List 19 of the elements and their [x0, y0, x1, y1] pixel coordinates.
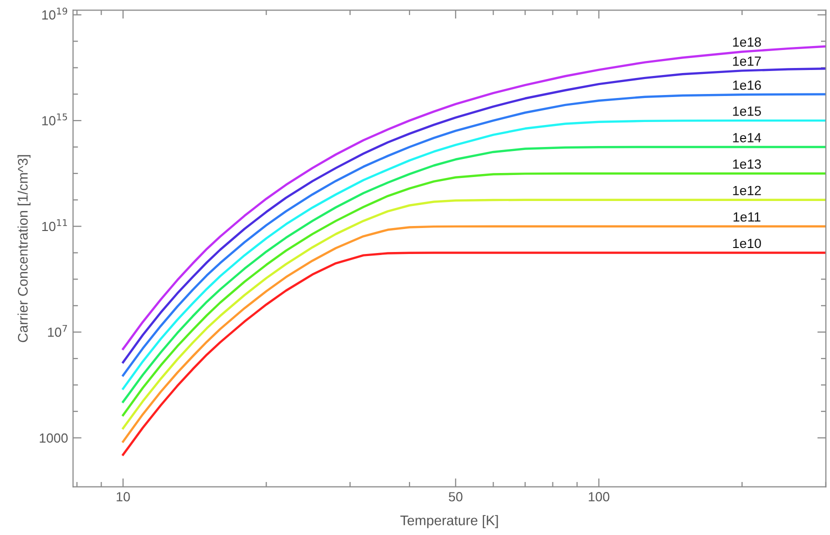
series-label: 1e14 — [733, 133, 762, 142]
series-label: 1e13 — [733, 159, 761, 169]
series-label: 1e11 — [734, 212, 760, 222]
series-label: 1e18 — [733, 37, 761, 47]
y-tick-label: 10$^{19}$ — [42, 8, 68, 20]
x-tick-label: 100 — [588, 492, 610, 502]
x-tick-label: 50 — [448, 492, 462, 502]
y-tick-label: 10$^{7}$ — [48, 324, 67, 337]
series-label: 1e16 — [733, 80, 761, 90]
y-tick-label: 1000 — [40, 433, 68, 443]
x-axis-title: Temperature [K] — [400, 515, 498, 528]
y-tick-label: 10$^{15}$ — [42, 113, 68, 126]
y-axis-title: Carrier Concentration [1/cm^3] — [18, 155, 30, 342]
series-label: 1e17 — [733, 56, 761, 66]
x-tick-label: 10 — [116, 492, 130, 502]
series-label: 1e12 — [733, 186, 761, 196]
series-label: 1e10 — [733, 238, 761, 248]
series-label: 1e15 — [733, 106, 761, 116]
y-tick-label: 10$^{11}$ — [42, 219, 67, 232]
